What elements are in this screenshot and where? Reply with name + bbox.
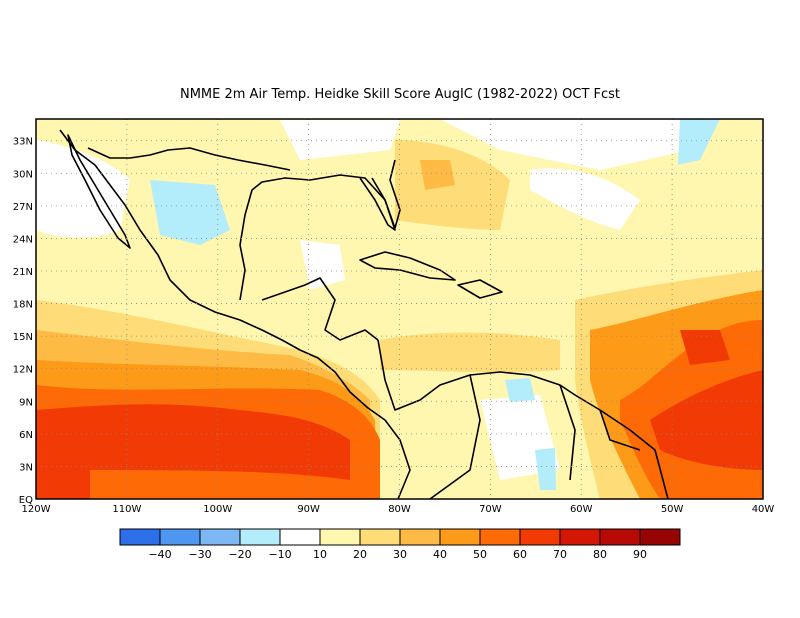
lat-tick-label: 15N: [13, 332, 33, 343]
lat-tick-label: 12N: [13, 365, 33, 376]
colorbar-swatch: [159, 528, 201, 546]
lon-tick-label: 40W: [752, 504, 775, 515]
colorbar-swatch: [439, 528, 481, 546]
lat-tick-label: 21N: [13, 267, 33, 278]
colorbar-label: 50: [473, 548, 487, 561]
lon-tick-label: 100W: [203, 504, 232, 515]
colorbar-label: 10: [313, 548, 327, 561]
colorbar-swatch: [359, 528, 401, 546]
lat-tick-label: 3N: [19, 462, 33, 473]
lat-tick-label: 33N: [13, 137, 33, 148]
colorbar-swatch: [279, 528, 321, 546]
lon-tick-label: 80W: [388, 504, 411, 515]
lon-tick-labels: 120W 110W 100W 90W 80W 70W 60W 50W 40W: [22, 504, 775, 515]
colorbar-label: 80: [593, 548, 607, 561]
coastline-mexico-pacific: [59, 129, 411, 499]
colorbar-label: 70: [553, 548, 567, 561]
colorbar-swatch: [559, 528, 601, 546]
lon-tick-label: 50W: [661, 504, 684, 515]
coastline-caribbean: [377, 339, 669, 499]
colorbar-label: −40: [148, 548, 171, 561]
coastlines: [59, 129, 669, 499]
coastline-gulf: [239, 159, 401, 301]
lon-tick-label: 60W: [570, 504, 593, 515]
colorbar-label: 90: [633, 548, 647, 561]
colorbar-label: −20: [228, 548, 251, 561]
colorbar-labels: −40 −30 −20 −10 10 20 30 40 50 60 70 80 90: [148, 548, 647, 561]
shaded-field: [36, 119, 763, 499]
colorbar-label: −10: [268, 548, 291, 561]
lon-tick-label: 70W: [479, 504, 502, 515]
lat-tick-label: 30N: [13, 169, 33, 180]
colorbar-label: 40: [433, 548, 447, 561]
lon-tick-label: 120W: [22, 504, 51, 515]
lon-tick-label: 110W: [112, 504, 141, 515]
colorbar-swatch: [479, 528, 521, 546]
lat-tick-label: 6N: [19, 430, 33, 441]
colorbar-label: 20: [353, 548, 367, 561]
gridlines: [36, 119, 763, 499]
coastline-florida: [359, 177, 396, 231]
lat-tick-label: 27N: [13, 202, 33, 213]
colorbar-swatch: [119, 528, 161, 546]
colorbar-swatch: [599, 528, 641, 546]
coastline-cuba: [359, 251, 456, 281]
lat-tick-label: 9N: [19, 397, 33, 408]
colorbar: [119, 528, 681, 546]
border-south-america: [429, 374, 641, 499]
lat-tick-label: 24N: [13, 234, 33, 245]
lat-tick-label: EQ: [19, 495, 33, 506]
coastline-hispaniola: [457, 279, 503, 299]
colorbar-label: 30: [393, 548, 407, 561]
colorbar-swatch: [319, 528, 361, 546]
coastline-baja: [67, 134, 131, 249]
lat-tick-label: 18N: [13, 300, 33, 311]
colorbar-swatch: [399, 528, 441, 546]
colorbar-label: −30: [188, 548, 211, 561]
lat-tick-labels: 33N 30N 27N 24N 21N 18N 15N 12N 9N 6N 3N EQ: [13, 137, 33, 506]
map-title: NMME 2m Air Temp. Heidke Skill Score Aug…: [179, 87, 621, 102]
colorbar-label: 60: [513, 548, 527, 561]
colorbar-swatch: [519, 528, 561, 546]
map-frame: [35, 118, 764, 500]
colorbar-swatch: [239, 528, 281, 546]
coastline-yucatan: [261, 277, 379, 341]
lon-tick-label: 90W: [297, 504, 320, 515]
colorbar-swatch: [639, 528, 681, 546]
colorbar-swatch: [199, 528, 241, 546]
coastline-us-border: [87, 147, 291, 171]
